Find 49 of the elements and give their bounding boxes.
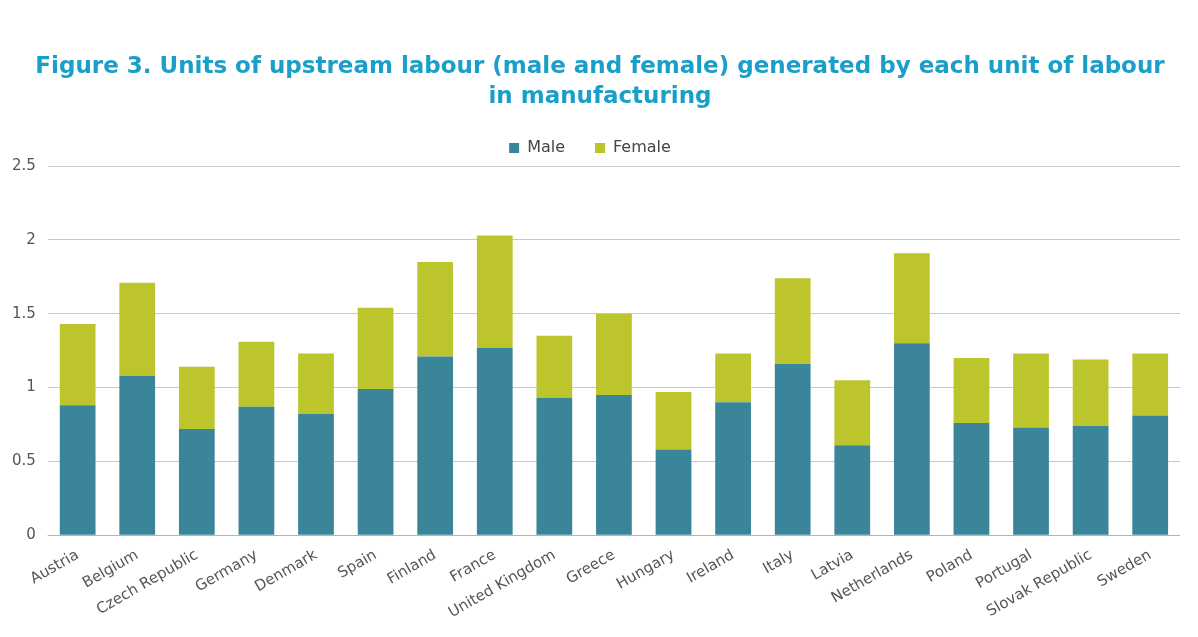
- bar: [596, 394, 632, 535]
- bar: [953, 422, 990, 535]
- bar: [119, 375, 156, 535]
- bar: [119, 282, 156, 376]
- y-tick-label: 1: [26, 377, 36, 396]
- bar: [655, 391, 692, 450]
- y-tick-label: 2: [26, 229, 36, 248]
- bar: [536, 397, 573, 535]
- bar: [834, 380, 871, 446]
- x-tick-label: Italy: [759, 545, 797, 578]
- y-tick-label: 0: [26, 525, 36, 544]
- bar: [715, 353, 751, 403]
- bar: [476, 347, 513, 535]
- bar: [953, 357, 990, 423]
- bar: [596, 313, 632, 395]
- bar: [298, 353, 334, 415]
- bar: [1013, 427, 1049, 535]
- bar: [834, 445, 871, 535]
- bar: [715, 402, 751, 535]
- y-tick-label: 1.5: [12, 303, 36, 322]
- bar: [536, 335, 573, 398]
- bar: [893, 343, 930, 535]
- bar: [1132, 415, 1169, 535]
- bar: [357, 307, 394, 390]
- bar: [59, 405, 96, 535]
- legend-label: Female: [613, 137, 671, 157]
- bar: [1013, 353, 1049, 428]
- bar: [774, 278, 811, 364]
- x-tick-label: Spain: [334, 545, 380, 582]
- bar: [178, 366, 215, 429]
- chart-title: Figure 3. Units of upstream labour (male and female) generated by each unit of labour in manufacturing: [34, 51, 1166, 110]
- bar: [59, 324, 96, 406]
- bar: [417, 262, 454, 357]
- bar: [178, 428, 215, 535]
- bar: [238, 406, 275, 535]
- bar: [893, 253, 930, 344]
- bar: [476, 235, 513, 348]
- bar: [238, 341, 275, 407]
- bar: [417, 356, 454, 535]
- bar: [655, 449, 692, 535]
- bar: [298, 414, 334, 535]
- bar: [1132, 353, 1169, 416]
- bar: [774, 363, 811, 535]
- y-tick-label: 2.5: [12, 155, 36, 174]
- legend-label: Male: [527, 137, 566, 157]
- bar: [357, 389, 394, 535]
- bar: [1072, 359, 1109, 426]
- bar: [1072, 425, 1109, 535]
- y-tick-label: 0.5: [12, 451, 36, 470]
